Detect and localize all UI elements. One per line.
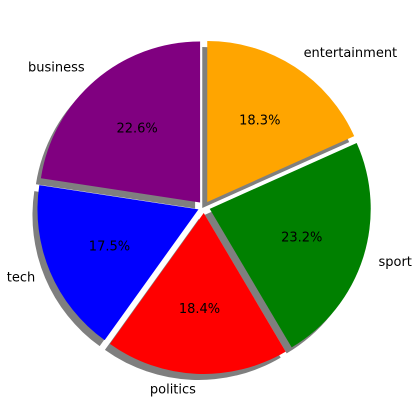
category-label-business: business bbox=[28, 61, 85, 76]
slice-entertainment bbox=[207, 40, 355, 202]
slices bbox=[37, 40, 371, 374]
slice-tech bbox=[37, 185, 199, 341]
slice-business bbox=[40, 41, 201, 203]
category-label-politics: politics bbox=[150, 382, 196, 397]
slice-sport bbox=[209, 143, 371, 348]
slice-politics bbox=[109, 212, 286, 374]
value-label-business: 22.6% bbox=[116, 122, 157, 137]
value-label-sport: 23.2% bbox=[281, 231, 322, 246]
value-label-politics: 18.4% bbox=[179, 302, 220, 317]
value-label-tech: 17.5% bbox=[89, 239, 130, 254]
category-label-sport: sport bbox=[378, 255, 411, 270]
labels: 18.3% entertainment 23.2% sport 18.4% politic… bbox=[7, 46, 412, 398]
category-label-entertainment: entertainment bbox=[304, 46, 398, 61]
value-label-entertainment: 18.3% bbox=[239, 113, 280, 128]
category-label-tech: tech bbox=[7, 271, 35, 286]
